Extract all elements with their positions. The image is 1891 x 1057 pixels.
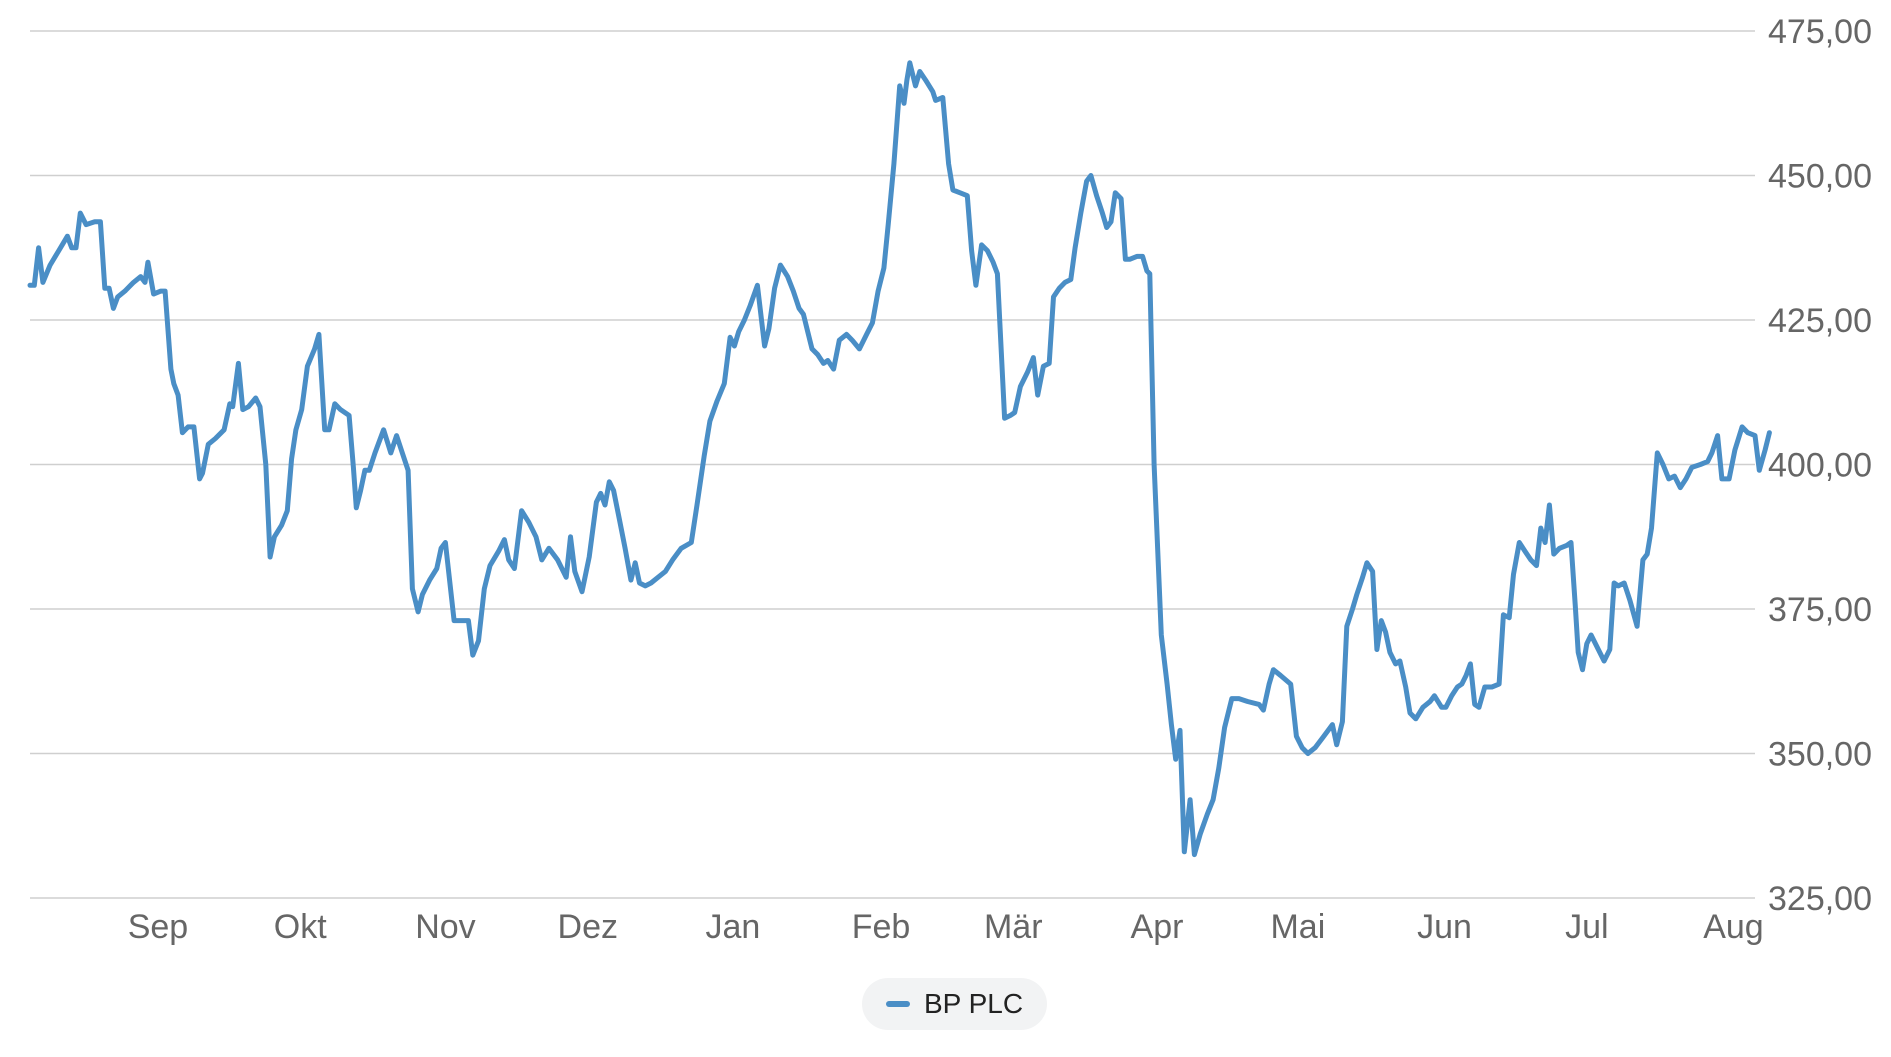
y-tick-label: 425,00 xyxy=(1768,302,1872,340)
x-tick-label-jul: Jul xyxy=(1565,908,1608,946)
x-axis-ticks: Sep Okt Nov Dez Jan Feb Mär Apr Mai Jun Jul Aug xyxy=(128,908,1764,946)
legend-swatch xyxy=(886,1001,910,1007)
y-tick-label: 400,00 xyxy=(1768,447,1872,485)
x-tick-label-sep: Sep xyxy=(128,908,189,946)
series-line-bp-plc[interactable] xyxy=(27,60,1772,858)
y-tick-label: 350,00 xyxy=(1768,736,1872,774)
y-tick-label: 475,00 xyxy=(1768,13,1872,51)
x-tick-label-jan: Jan xyxy=(706,908,761,946)
x-tick-label-dez: Dez xyxy=(558,908,618,946)
x-tick-label-apr: Apr xyxy=(1131,908,1184,946)
x-tick-label-jun: Jun xyxy=(1417,908,1472,946)
series-lines xyxy=(27,60,1772,858)
x-tick-label-feb: Feb xyxy=(852,908,911,946)
x-tick-label-mai: Mai xyxy=(1270,908,1325,946)
x-tick-label-mär: Mär xyxy=(984,908,1043,946)
x-tick-label-nov: Nov xyxy=(415,908,475,946)
legend-label-bp-plc: BP PLC xyxy=(924,988,1024,1019)
y-tick-label: 325,00 xyxy=(1768,880,1872,918)
y-tick-label: 450,00 xyxy=(1768,158,1872,196)
x-tick-label-okt: Okt xyxy=(274,908,327,946)
x-tick-label-aug: Aug xyxy=(1703,908,1764,946)
legend[interactable]: BP PLC xyxy=(862,978,1048,1030)
y-tick-label: 375,00 xyxy=(1768,591,1872,629)
y-axis-ticks: 325,00 350,00 375,00 400,00 425,00 450,00 475,… xyxy=(1768,13,1872,918)
